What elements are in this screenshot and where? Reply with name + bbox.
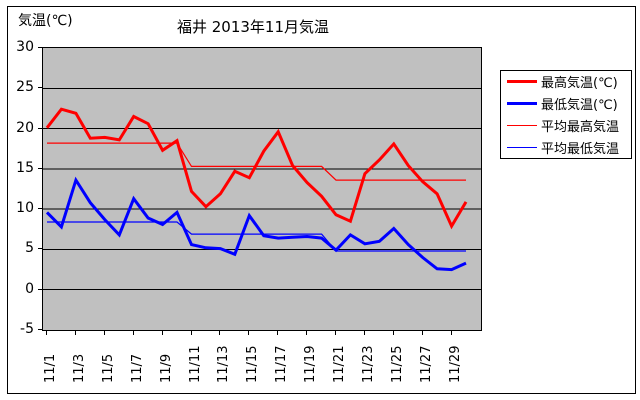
x-tick-label: 11/27 xyxy=(418,345,434,383)
x-axis-tick xyxy=(133,331,134,335)
x-axis-tick xyxy=(46,331,47,335)
legend-item-avg-min-temp: 平均最低気温 xyxy=(501,137,631,158)
y-tick-label: 20 xyxy=(16,119,34,136)
max-temp-line xyxy=(45,107,468,230)
x-tick-label: 11/1 xyxy=(43,353,58,383)
y-tick-label: 0 xyxy=(25,280,34,297)
min-temp-line xyxy=(45,176,467,272)
x-axis-tick xyxy=(422,331,423,335)
x-tick-label: 11/19 xyxy=(303,345,319,383)
avg-min-temp-line xyxy=(47,221,466,252)
y-axis-tick xyxy=(38,329,42,330)
x-tick-label: 11/9 xyxy=(158,353,174,383)
legend-item-max-temp: 最高気温(℃) xyxy=(501,71,631,92)
y-axis-tick xyxy=(38,289,42,290)
x-axis-tick xyxy=(364,331,365,335)
legend: 最高気温(℃) 最低気温(℃) 平均最高気温 平均最低気温 xyxy=(500,70,632,159)
legend-item-min-temp: 最低気温(℃) xyxy=(501,93,631,114)
avg-min-temp-line-sample xyxy=(507,146,537,148)
chart-title: 福井 2013年11月気温 xyxy=(176,18,330,36)
x-axis-tick xyxy=(162,331,163,335)
x-axis-tick xyxy=(219,331,220,335)
temperature-chart-svg xyxy=(43,87,481,291)
x-tick-label: 11/11 xyxy=(187,345,203,383)
y-axis-tick xyxy=(38,248,42,249)
min-temp-line-sample xyxy=(507,102,537,106)
x-tick-label: 11/13 xyxy=(216,345,232,383)
x-axis-tick xyxy=(306,331,307,335)
x-axis-tick xyxy=(191,331,192,335)
y-axis-tick xyxy=(38,168,42,169)
y-axis-tick xyxy=(38,128,42,129)
x-tick-label: 11/17 xyxy=(274,345,290,383)
x-axis-tick xyxy=(248,331,249,335)
y-tick-label: 30 xyxy=(16,39,34,55)
max-temp-line-sample xyxy=(507,80,537,84)
x-axis-tick xyxy=(451,331,452,335)
x-tick-label: 11/7 xyxy=(129,353,145,383)
y-axis-tick xyxy=(38,47,42,48)
legend-item-avg-max-temp: 平均最高気温 xyxy=(501,115,631,136)
legend-label: 最高気温(℃) xyxy=(541,76,618,92)
y-tick-label: 10 xyxy=(16,200,34,217)
y-tick-label: 5 xyxy=(25,240,34,257)
x-axis-tick xyxy=(335,331,336,335)
avg-max-temp-line-sample xyxy=(507,124,537,126)
y-tick-label: 25 xyxy=(16,79,34,96)
y-tick-label: 15 xyxy=(16,159,34,176)
plot-area xyxy=(42,47,482,331)
y-axis-tick xyxy=(38,87,42,88)
x-axis-tick xyxy=(277,331,278,335)
x-tick-label: 11/3 xyxy=(71,353,87,383)
legend-label: 最低気温(℃) xyxy=(541,98,618,114)
x-tick-label: 11/23 xyxy=(360,345,376,383)
x-axis-tick xyxy=(75,331,76,335)
x-tick-label: 11/15 xyxy=(245,345,261,383)
x-tick-label: 11/29 xyxy=(447,345,463,383)
y-tick-label: -5 xyxy=(20,321,34,337)
x-tick-label: 11/25 xyxy=(389,345,405,383)
x-tick-label: 11/5 xyxy=(100,353,116,383)
legend-label: 平均最低気温 xyxy=(541,141,620,157)
x-tick-label: 11/21 xyxy=(332,345,347,383)
x-axis-tick xyxy=(393,331,394,335)
x-axis-tick xyxy=(104,331,105,335)
legend-label: 平均最高気温 xyxy=(541,119,620,135)
y-axis-tick xyxy=(38,208,42,209)
y-axis-unit-label: 気温(℃) xyxy=(18,13,73,29)
